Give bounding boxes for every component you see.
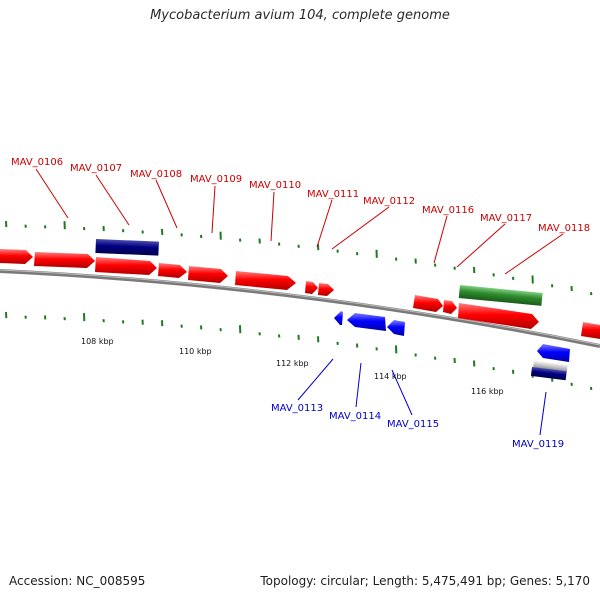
label-mav-0114[interactable]: MAV_0114 xyxy=(329,411,381,422)
gc-tick-track-lower xyxy=(5,312,593,391)
genome-backbone xyxy=(0,269,600,348)
label-mav-0106[interactable]: MAV_0106 xyxy=(11,157,63,168)
gene-mav-0115[interactable] xyxy=(387,320,405,336)
genome-summary-text: Topology: circular; Length: 5,475,491 bp… xyxy=(260,574,590,588)
gene-mav-0119[interactable] xyxy=(537,344,570,362)
feature-green[interactable] xyxy=(458,285,543,306)
gene-mav-0114[interactable] xyxy=(347,313,386,331)
leader-mav-0111 xyxy=(316,199,333,248)
reverse-gene-labels: MAV_0113 MAV_0114 MAV_0115 MAV_0119 xyxy=(271,358,564,450)
label-mav-0108[interactable]: MAV_0108 xyxy=(130,169,182,180)
gene-mav-0107[interactable] xyxy=(34,252,95,268)
gc-tick-track-upper xyxy=(5,221,593,296)
leader-mav-0112 xyxy=(331,206,390,250)
gene-mav-0111[interactable] xyxy=(235,271,296,290)
forward-gene-labels: MAV_0106 MAV_0107 MAV_0108 MAV_0109 MAV_… xyxy=(11,157,590,275)
gene-edge-right[interactable] xyxy=(581,322,600,339)
scale-label-110: 110 kbp xyxy=(179,347,212,356)
scale-label-108: 108 kbp xyxy=(81,337,114,346)
gene-mav-0106[interactable] xyxy=(0,249,33,264)
gene-mav-0110[interactable] xyxy=(188,266,228,283)
gene-mav-0107-navy[interactable] xyxy=(95,239,159,256)
label-mav-0109[interactable]: MAV_0109 xyxy=(190,174,242,185)
gene-mav-0112a[interactable] xyxy=(305,281,318,294)
label-mav-0118[interactable]: MAV_0118 xyxy=(538,223,590,234)
accession-text: Accession: NC_008595 xyxy=(9,574,146,588)
leader-mav-0116 xyxy=(433,215,448,264)
scale-label-116: 116 kbp xyxy=(471,387,504,396)
leader-mav-0118 xyxy=(504,233,564,275)
gene-grey[interactable] xyxy=(533,360,568,373)
label-mav-0112[interactable]: MAV_0112 xyxy=(363,196,415,207)
genome-backbone-highlight xyxy=(0,269,600,346)
reverse-strand-genes xyxy=(334,311,570,362)
gene-mav-0113[interactable] xyxy=(334,311,343,325)
gene-mav-0116[interactable] xyxy=(413,295,443,312)
scale-label-114: 114 kbp xyxy=(374,372,407,381)
gene-navy-small[interactable] xyxy=(530,366,567,381)
leader-mav-0114 xyxy=(355,362,362,408)
leader-mav-0119 xyxy=(539,391,547,436)
leader-mav-0108 xyxy=(155,179,178,229)
gene-mav-0108[interactable] xyxy=(95,257,157,275)
label-mav-0113[interactable]: MAV_0113 xyxy=(271,403,323,414)
label-mav-0117[interactable]: MAV_0117 xyxy=(480,213,532,224)
scale-label-112: 112 kbp xyxy=(276,359,309,368)
leader-mav-0110 xyxy=(270,191,275,242)
leader-mav-0107 xyxy=(95,174,130,226)
label-mav-0107[interactable]: MAV_0107 xyxy=(70,163,122,174)
leader-mav-0115 xyxy=(391,369,413,416)
leader-mav-0106 xyxy=(35,168,69,219)
forward-strand-genes xyxy=(0,249,600,339)
gene-mav-0118[interactable] xyxy=(458,303,539,329)
label-mav-0115[interactable]: MAV_0115 xyxy=(387,419,439,430)
map-title: Mycobacterium avium 104, complete genome xyxy=(150,8,450,23)
leader-mav-0113 xyxy=(297,358,334,401)
leader-mav-0109 xyxy=(211,185,216,234)
label-mav-0116[interactable]: MAV_0116 xyxy=(422,205,474,216)
label-mav-0110[interactable]: MAV_0110 xyxy=(249,180,301,191)
gene-mav-0112b[interactable] xyxy=(318,283,334,296)
label-mav-0111[interactable]: MAV_0111 xyxy=(307,189,359,200)
label-mav-0119[interactable]: MAV_0119 xyxy=(512,439,564,450)
leader-mav-0117 xyxy=(456,223,506,268)
gene-mav-0109[interactable] xyxy=(158,263,187,278)
gene-mav-0117[interactable] xyxy=(443,300,457,314)
